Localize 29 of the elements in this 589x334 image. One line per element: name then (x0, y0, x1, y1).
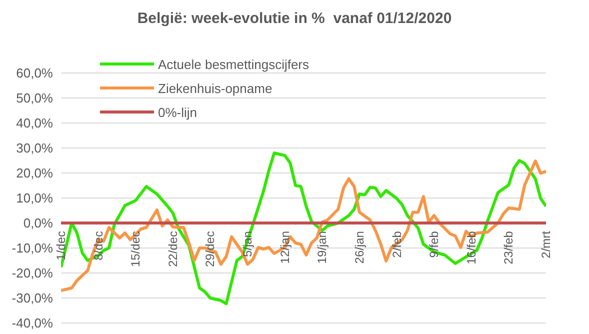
x-tick-label: 2/mrt (539, 230, 553, 258)
y-tick-label: -20,0% (12, 266, 54, 281)
y-tick-label: 40,0% (16, 116, 54, 131)
y-tick-label: 10,0% (16, 190, 54, 206)
x-tick-label: 26/jan (352, 231, 366, 264)
y-tick-label: 60,0% (16, 66, 54, 81)
legend-label: 0%-lijn (158, 104, 198, 120)
x-tick-label: 19/jan (315, 231, 330, 264)
x-tick-label: 2/feb (390, 230, 404, 258)
chart-title: België: week-evolutie in % vanaf 01/12/2020 (136, 10, 453, 27)
y-tick-label: 0,0% (23, 216, 54, 231)
x-tick-label: 12/jan (278, 231, 292, 264)
legend-label: Ziekenhuis-opname (158, 80, 272, 96)
y-tick-label: -10,0% (12, 240, 54, 256)
x-tick-label: 22/dec (166, 231, 180, 268)
y-tick-label: -40,0% (12, 316, 54, 331)
x-tick-label: 5/jan (240, 231, 255, 258)
y-tick-label: 30,0% (16, 140, 54, 156)
x-tick-label: 15/dec (128, 231, 143, 268)
legend-label: Actuele besmettingscijfers (158, 56, 310, 72)
x-tick-label: 29/dec (203, 231, 218, 268)
x-tick-label: 8/dec (91, 231, 106, 260)
x-tick-label: 1/dec (54, 231, 68, 260)
y-tick-label: 50,0% (16, 90, 54, 106)
x-tick-label: 16/feb (464, 230, 478, 264)
x-tick-label: 9/feb (427, 230, 442, 258)
y-tick-label: -30,0% (12, 290, 54, 306)
x-tick-label: 23/feb (502, 230, 516, 264)
y-tick-label: 20,0% (16, 166, 54, 181)
